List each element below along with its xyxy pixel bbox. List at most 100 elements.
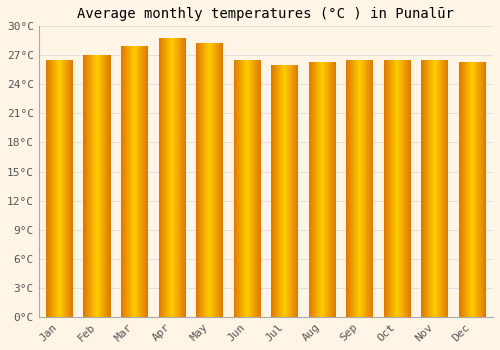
Bar [180, 38, 182, 317]
Bar [428, 60, 429, 317]
Bar [251, 60, 252, 317]
Bar [217, 43, 218, 317]
Bar [133, 46, 134, 317]
Bar [208, 43, 209, 317]
Bar [363, 60, 364, 317]
Bar [158, 38, 159, 317]
Bar [213, 43, 214, 317]
Bar [311, 62, 312, 317]
Bar [365, 60, 366, 317]
Bar [386, 60, 387, 317]
Bar [174, 38, 175, 317]
Bar [442, 60, 443, 317]
Bar [366, 60, 367, 317]
Bar [384, 60, 385, 317]
Bar [402, 60, 403, 317]
Bar [285, 65, 286, 317]
Bar [68, 60, 70, 317]
Bar [124, 46, 125, 317]
Bar [48, 60, 50, 317]
Bar [389, 60, 390, 317]
Bar [243, 60, 244, 317]
Bar [361, 60, 362, 317]
Bar [211, 43, 212, 317]
Bar [470, 62, 471, 317]
Bar [291, 65, 292, 317]
Bar [278, 65, 279, 317]
Bar [438, 60, 440, 317]
Bar [387, 60, 388, 317]
Bar [405, 60, 406, 317]
Bar [172, 38, 173, 317]
Bar [241, 60, 242, 317]
Bar [70, 60, 71, 317]
Bar [257, 60, 258, 317]
Bar [357, 60, 358, 317]
Bar [315, 62, 316, 317]
Bar [159, 38, 160, 317]
Bar [427, 60, 428, 317]
Bar [96, 55, 97, 317]
Bar [100, 55, 101, 317]
Bar [330, 62, 331, 317]
Bar [216, 43, 218, 317]
Bar [346, 60, 347, 317]
Bar [210, 43, 211, 317]
Bar [432, 60, 433, 317]
Bar [93, 55, 94, 317]
Bar [239, 60, 240, 317]
Bar [479, 62, 480, 317]
Bar [437, 60, 438, 317]
Bar [135, 46, 136, 317]
Bar [218, 43, 219, 317]
Bar [332, 62, 333, 317]
Bar [333, 62, 334, 317]
Bar [178, 38, 179, 317]
Bar [123, 46, 124, 317]
Bar [322, 62, 323, 317]
Bar [286, 65, 287, 317]
Bar [462, 62, 464, 317]
Bar [258, 60, 259, 317]
Bar [250, 60, 251, 317]
Bar [323, 62, 324, 317]
Bar [400, 60, 401, 317]
Bar [351, 60, 352, 317]
Bar [295, 65, 296, 317]
Bar [293, 65, 294, 317]
Bar [277, 65, 278, 317]
Bar [297, 65, 298, 317]
Bar [394, 60, 395, 317]
Bar [443, 60, 444, 317]
Bar [200, 43, 201, 317]
Bar [466, 62, 467, 317]
Bar [482, 62, 484, 317]
Bar [349, 60, 350, 317]
Bar [245, 60, 246, 317]
Bar [372, 60, 373, 317]
Bar [143, 46, 144, 317]
Bar [432, 60, 434, 317]
Bar [141, 46, 142, 317]
Bar [254, 60, 256, 317]
Bar [162, 38, 163, 317]
Bar [429, 60, 430, 317]
Bar [478, 62, 479, 317]
Bar [84, 55, 85, 317]
Bar [441, 60, 442, 317]
Bar [47, 60, 48, 317]
Bar [481, 62, 482, 317]
Bar [447, 60, 448, 317]
Bar [273, 65, 274, 317]
Bar [354, 60, 355, 317]
Bar [130, 46, 131, 317]
Bar [99, 55, 100, 317]
Bar [294, 65, 295, 317]
Bar [132, 46, 133, 317]
Bar [423, 60, 424, 317]
Bar [431, 60, 432, 317]
Bar [445, 60, 446, 317]
Bar [160, 38, 162, 317]
Bar [408, 60, 410, 317]
Bar [56, 60, 57, 317]
